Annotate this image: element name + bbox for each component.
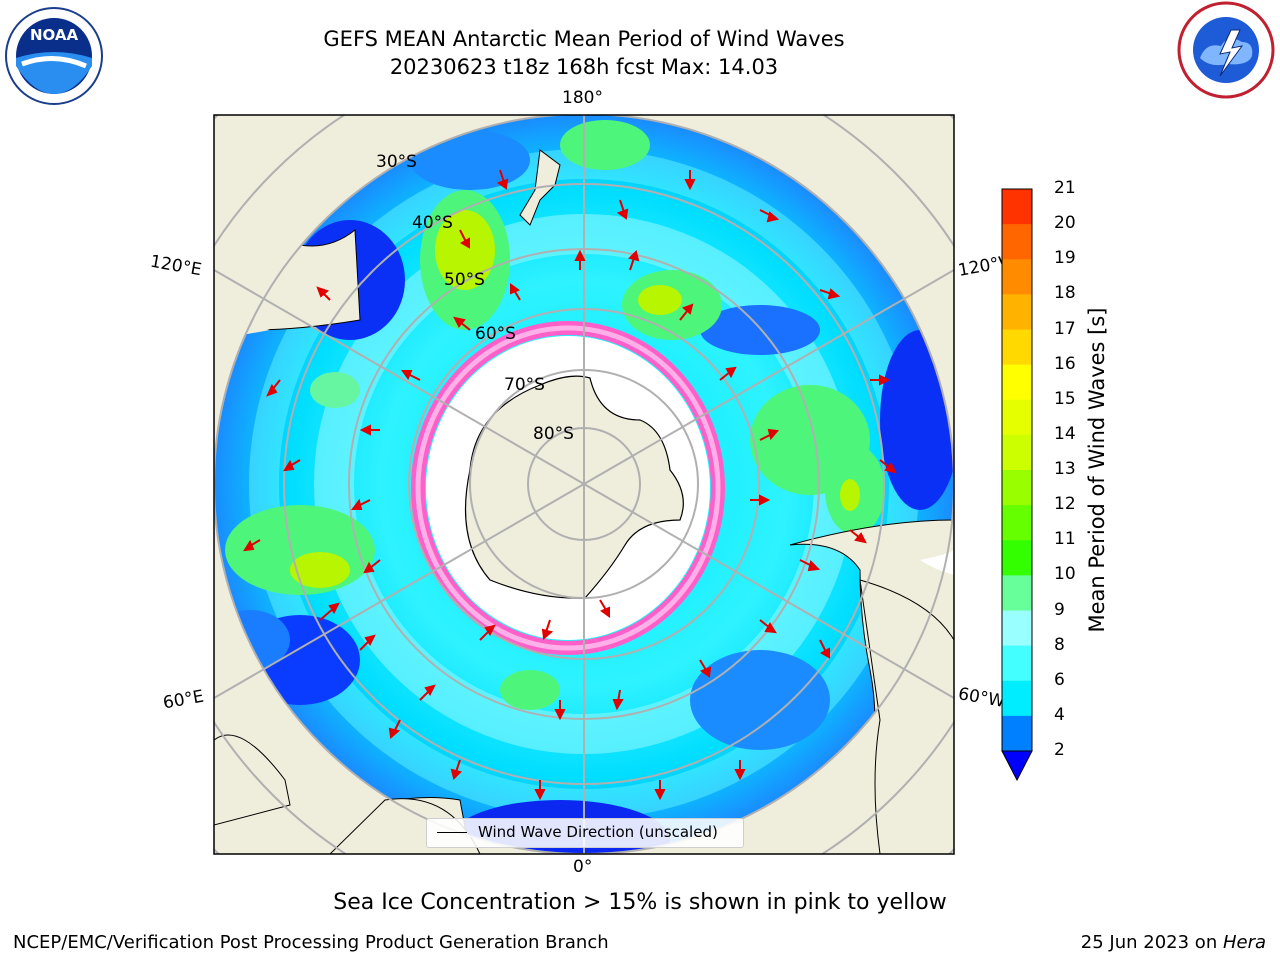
wind-wave-arrows <box>243 169 897 801</box>
colorbar-segment <box>1002 399 1032 436</box>
colorbar-segment <box>1002 505 1032 541</box>
colorbar-segment <box>1002 329 1032 366</box>
footer-right: 25 Jun 2023 on Hera <box>1081 932 1266 953</box>
colorbar-tick-label: 2 <box>1054 740 1065 760</box>
colorbar-segment <box>1002 715 1032 752</box>
colorbar-tick-label: 8 <box>1054 634 1065 655</box>
lat-label-60s: 60°S <box>475 324 516 344</box>
colorbar-segment <box>1002 224 1032 260</box>
map-legend: Wind Wave Direction (unscaled) <box>426 818 744 848</box>
colorbar-segment <box>1002 294 1032 330</box>
footer-machine: Hera <box>1222 932 1266 953</box>
colorbar-tick-label: 13 <box>1054 459 1076 479</box>
svg-text:NOAA: NOAA <box>30 26 79 44</box>
lat-label-50s: 50°S <box>444 270 485 290</box>
lon-label-bottom: 0° <box>573 857 593 877</box>
lat-label-80s: 80°S <box>533 424 574 444</box>
graticule <box>214 115 954 854</box>
colorbar-tick-label: 6 <box>1054 669 1065 690</box>
colorbar-tick-label: 20 <box>1054 213 1076 234</box>
colorbar-label: Mean Period of Wind Waves [s] <box>1085 307 1109 633</box>
lon-label-top: 180° <box>562 88 603 108</box>
colorbar-tick-label: 17 <box>1054 318 1076 339</box>
colorbar-segment <box>1002 575 1032 611</box>
colorbar-tick-label: 12 <box>1054 494 1076 515</box>
footer-date: 25 Jun 2023 on <box>1080 932 1223 953</box>
colorbar-segment <box>1002 364 1032 401</box>
colorbar-segment <box>1002 470 1032 506</box>
colorbar-tick-label: 19 <box>1054 248 1076 269</box>
nws-logo <box>1177 1 1275 99</box>
colorbar-segment <box>1002 189 1032 225</box>
colorbar-segment <box>1002 645 1032 682</box>
map-subtitle: 20230623 t18z 168h fcst Max: 14.03 <box>389 55 779 79</box>
legend-label: Wind Wave Direction (unscaled) <box>478 823 718 841</box>
footer-left: NCEP/EMC/Verification Post Processing Pr… <box>13 932 609 953</box>
colorbar-segment <box>1002 259 1032 295</box>
lat-label-30s: 30°S <box>376 152 417 172</box>
colorbar-tick-label: 4 <box>1054 704 1065 725</box>
colorbar-segment <box>1002 680 1032 717</box>
antarctica <box>464 375 684 599</box>
colorbar-tick-label: 9 <box>1054 599 1065 620</box>
colorbar-segment <box>1002 610 1032 647</box>
colorbar-segment <box>1002 540 1032 576</box>
legend-line-icon <box>437 832 467 833</box>
colorbar-tick-label: 21 <box>1054 178 1076 198</box>
colorbar-tick-label: 18 <box>1054 283 1076 304</box>
colorbar-tick-label: 14 <box>1054 423 1076 444</box>
map-title: GEFS MEAN Antarctic Mean Period of Wind … <box>323 27 845 51</box>
colorbar-tick-label: 10 <box>1054 564 1076 585</box>
lat-label-70s: 70°S <box>504 375 545 395</box>
colorbar <box>1001 188 1033 782</box>
colorbar-tick-label: 11 <box>1054 529 1076 550</box>
colorbar-segment <box>1002 434 1032 471</box>
sea-ice-note: Sea Ice Concentration > 15% is shown in … <box>333 890 947 915</box>
colorbar-under-arrow <box>1001 750 1033 782</box>
lat-label-40s: 40°S <box>412 213 453 233</box>
noaa-logo: NOAA <box>5 7 103 105</box>
colorbar-tick-label: 16 <box>1054 353 1076 374</box>
colorbar-tick-label: 15 <box>1054 388 1076 409</box>
